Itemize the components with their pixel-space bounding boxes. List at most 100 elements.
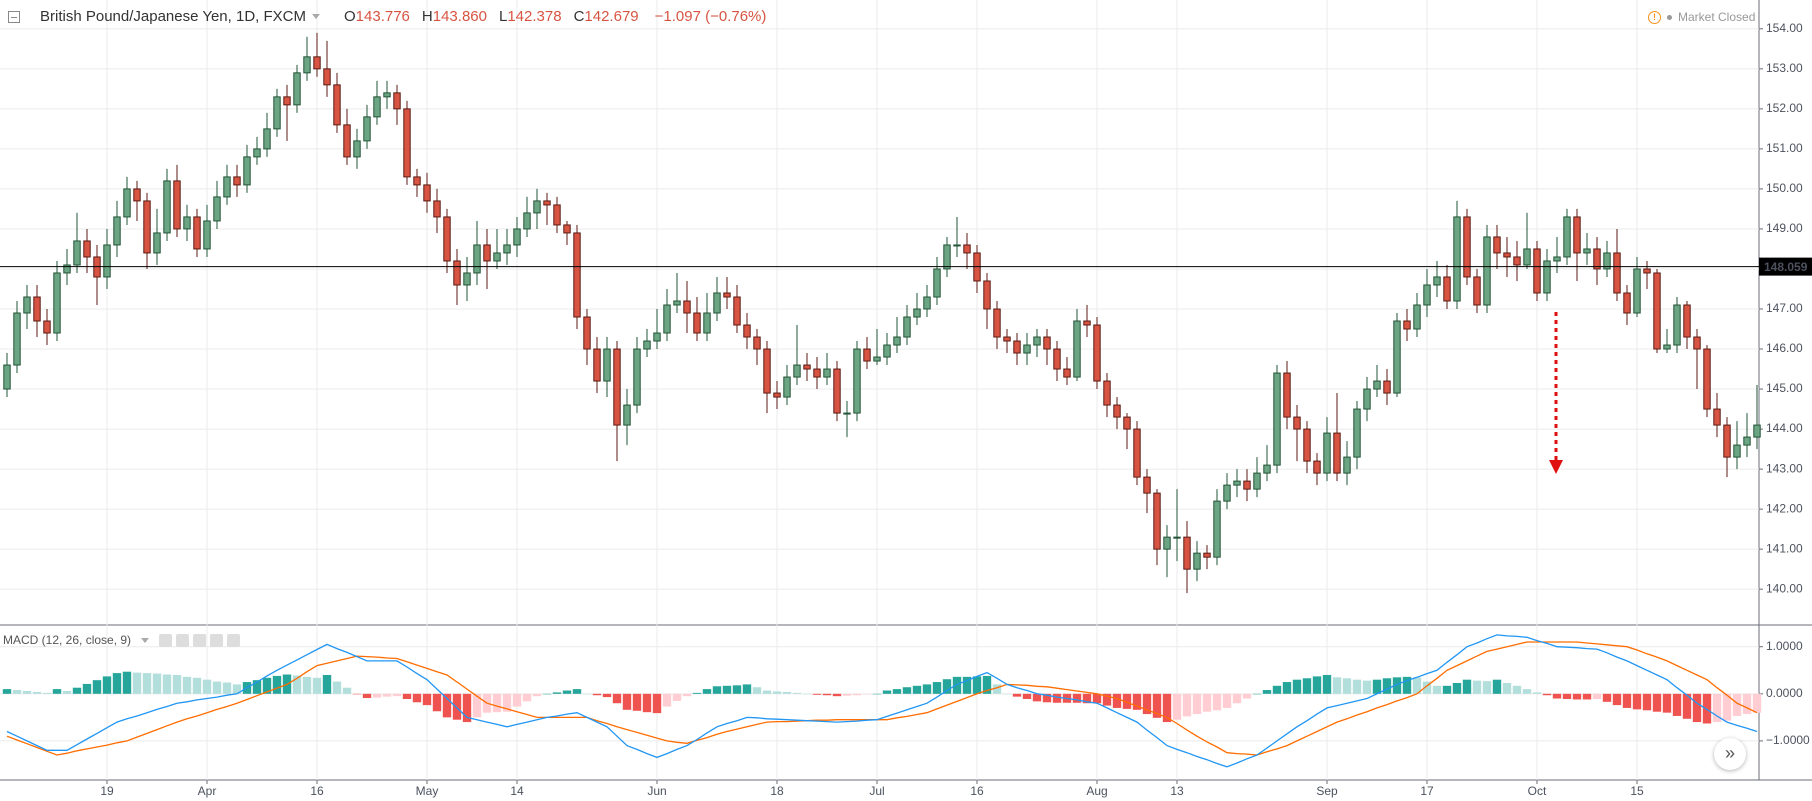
candle-body — [1473, 276, 1481, 306]
histogram-bar — [512, 693, 522, 707]
candle-body — [463, 272, 471, 286]
histogram-bar — [1442, 685, 1452, 694]
collapse-icon[interactable] — [8, 10, 20, 23]
macd-title[interactable]: MACD (12, 26, close, 9) — [3, 633, 132, 647]
histogram-bar — [1052, 693, 1062, 703]
histogram-bar — [1472, 680, 1482, 694]
histogram-bar — [262, 677, 272, 694]
histogram-bar — [1712, 693, 1722, 723]
histogram-bar — [642, 693, 652, 713]
histogram-bar — [72, 687, 82, 694]
histogram-bar — [812, 693, 822, 695]
histogram-bar — [1372, 679, 1382, 694]
histogram-bar — [1102, 693, 1112, 706]
candle-body — [733, 296, 741, 326]
histogram-bar — [62, 690, 72, 694]
candle-body — [1653, 272, 1661, 350]
candle-body — [213, 196, 221, 222]
candle-body — [423, 184, 431, 202]
candle-body — [373, 96, 381, 118]
candle-body — [1173, 536, 1181, 539]
x-tick-label: Sep — [1316, 784, 1338, 798]
overlay: 148.059 — [0, 257, 1812, 276]
macd-add-button[interactable] — [210, 633, 224, 647]
x-tick-label: 16 — [310, 784, 324, 798]
candle-body — [1483, 236, 1491, 306]
histogram-bar — [622, 693, 632, 710]
histogram-bar — [1502, 682, 1512, 694]
histogram-bar — [1132, 693, 1142, 710]
histogram-bar — [1542, 693, 1552, 696]
histogram-bar — [952, 676, 962, 694]
x-tick-label: 18 — [770, 784, 784, 798]
candle-body — [833, 368, 841, 414]
candle-body — [1433, 276, 1441, 286]
macd-settings-button[interactable] — [176, 633, 190, 647]
candle-body — [953, 244, 961, 247]
histogram-bar — [142, 673, 152, 694]
candle-body — [103, 244, 111, 278]
candle-body — [33, 296, 41, 322]
histogram-bar — [582, 693, 592, 695]
macd-close-button[interactable] — [227, 633, 241, 647]
histogram-bar — [932, 682, 942, 694]
candle-body — [1553, 256, 1561, 262]
candle-body — [1623, 292, 1631, 314]
histogram-bar — [32, 691, 42, 694]
macd-source-button[interactable] — [193, 633, 207, 647]
y-tick-label: 154.00 — [1766, 21, 1803, 35]
candle-body — [1733, 444, 1741, 458]
candle-body — [53, 272, 61, 334]
x-tick-label: Jun — [647, 784, 666, 798]
symbol-caret[interactable] — [312, 14, 320, 19]
macd-eye-button[interactable] — [159, 633, 173, 647]
candle-body — [963, 244, 971, 254]
histogram-bar — [42, 692, 52, 694]
histogram-bar — [172, 674, 182, 694]
y-tick-label: 147.00 — [1766, 301, 1803, 315]
histogram-bar — [372, 693, 382, 698]
candle-body — [763, 348, 771, 394]
histogram-bar — [312, 677, 322, 694]
scroll-to-realtime-button[interactable]: » — [1714, 738, 1746, 770]
marks — [2, 32, 1762, 768]
macd-caret[interactable] — [141, 637, 150, 643]
histogram-bar — [792, 692, 802, 694]
symbol-title[interactable]: British Pound/Japanese Yen, 1D, FXCM — [40, 8, 306, 25]
histogram-bar — [1292, 679, 1302, 694]
y-tick-label: 143.00 — [1766, 461, 1803, 475]
histogram-bar — [532, 693, 542, 697]
candle-body — [1693, 336, 1701, 350]
histogram-bar — [1612, 693, 1622, 706]
low-label: L — [498, 8, 508, 25]
histogram-bar — [392, 693, 402, 697]
status-dot — [1667, 14, 1672, 20]
candle-body — [1123, 416, 1131, 430]
histogram-bar — [942, 679, 952, 694]
histogram-bar — [22, 690, 32, 694]
candle-body — [203, 220, 211, 250]
candle-body — [1513, 256, 1521, 266]
candle-body — [1683, 304, 1691, 338]
horizontal-line-label: 148.059 — [1764, 260, 1808, 274]
histogram-bar — [632, 693, 642, 711]
histogram-bar — [342, 687, 352, 694]
candle-body — [1083, 320, 1091, 326]
histogram-bar — [1422, 681, 1432, 694]
candle-body — [1703, 348, 1711, 410]
histogram-bar — [852, 693, 862, 696]
candle-body — [83, 240, 91, 258]
histogram-bar — [1532, 692, 1542, 694]
histogram-bar — [1682, 693, 1692, 719]
candle-body — [1233, 480, 1241, 486]
histogram-bar — [442, 693, 452, 718]
candle-body — [1283, 372, 1291, 418]
candle-body — [1023, 344, 1031, 354]
candle-body — [1163, 536, 1171, 550]
candle-body — [1113, 404, 1121, 418]
status-icon[interactable]: ! — [1648, 10, 1661, 24]
histogram-bar — [872, 693, 882, 695]
histogram-bar — [1332, 677, 1342, 694]
histogram-bar — [1192, 693, 1202, 715]
